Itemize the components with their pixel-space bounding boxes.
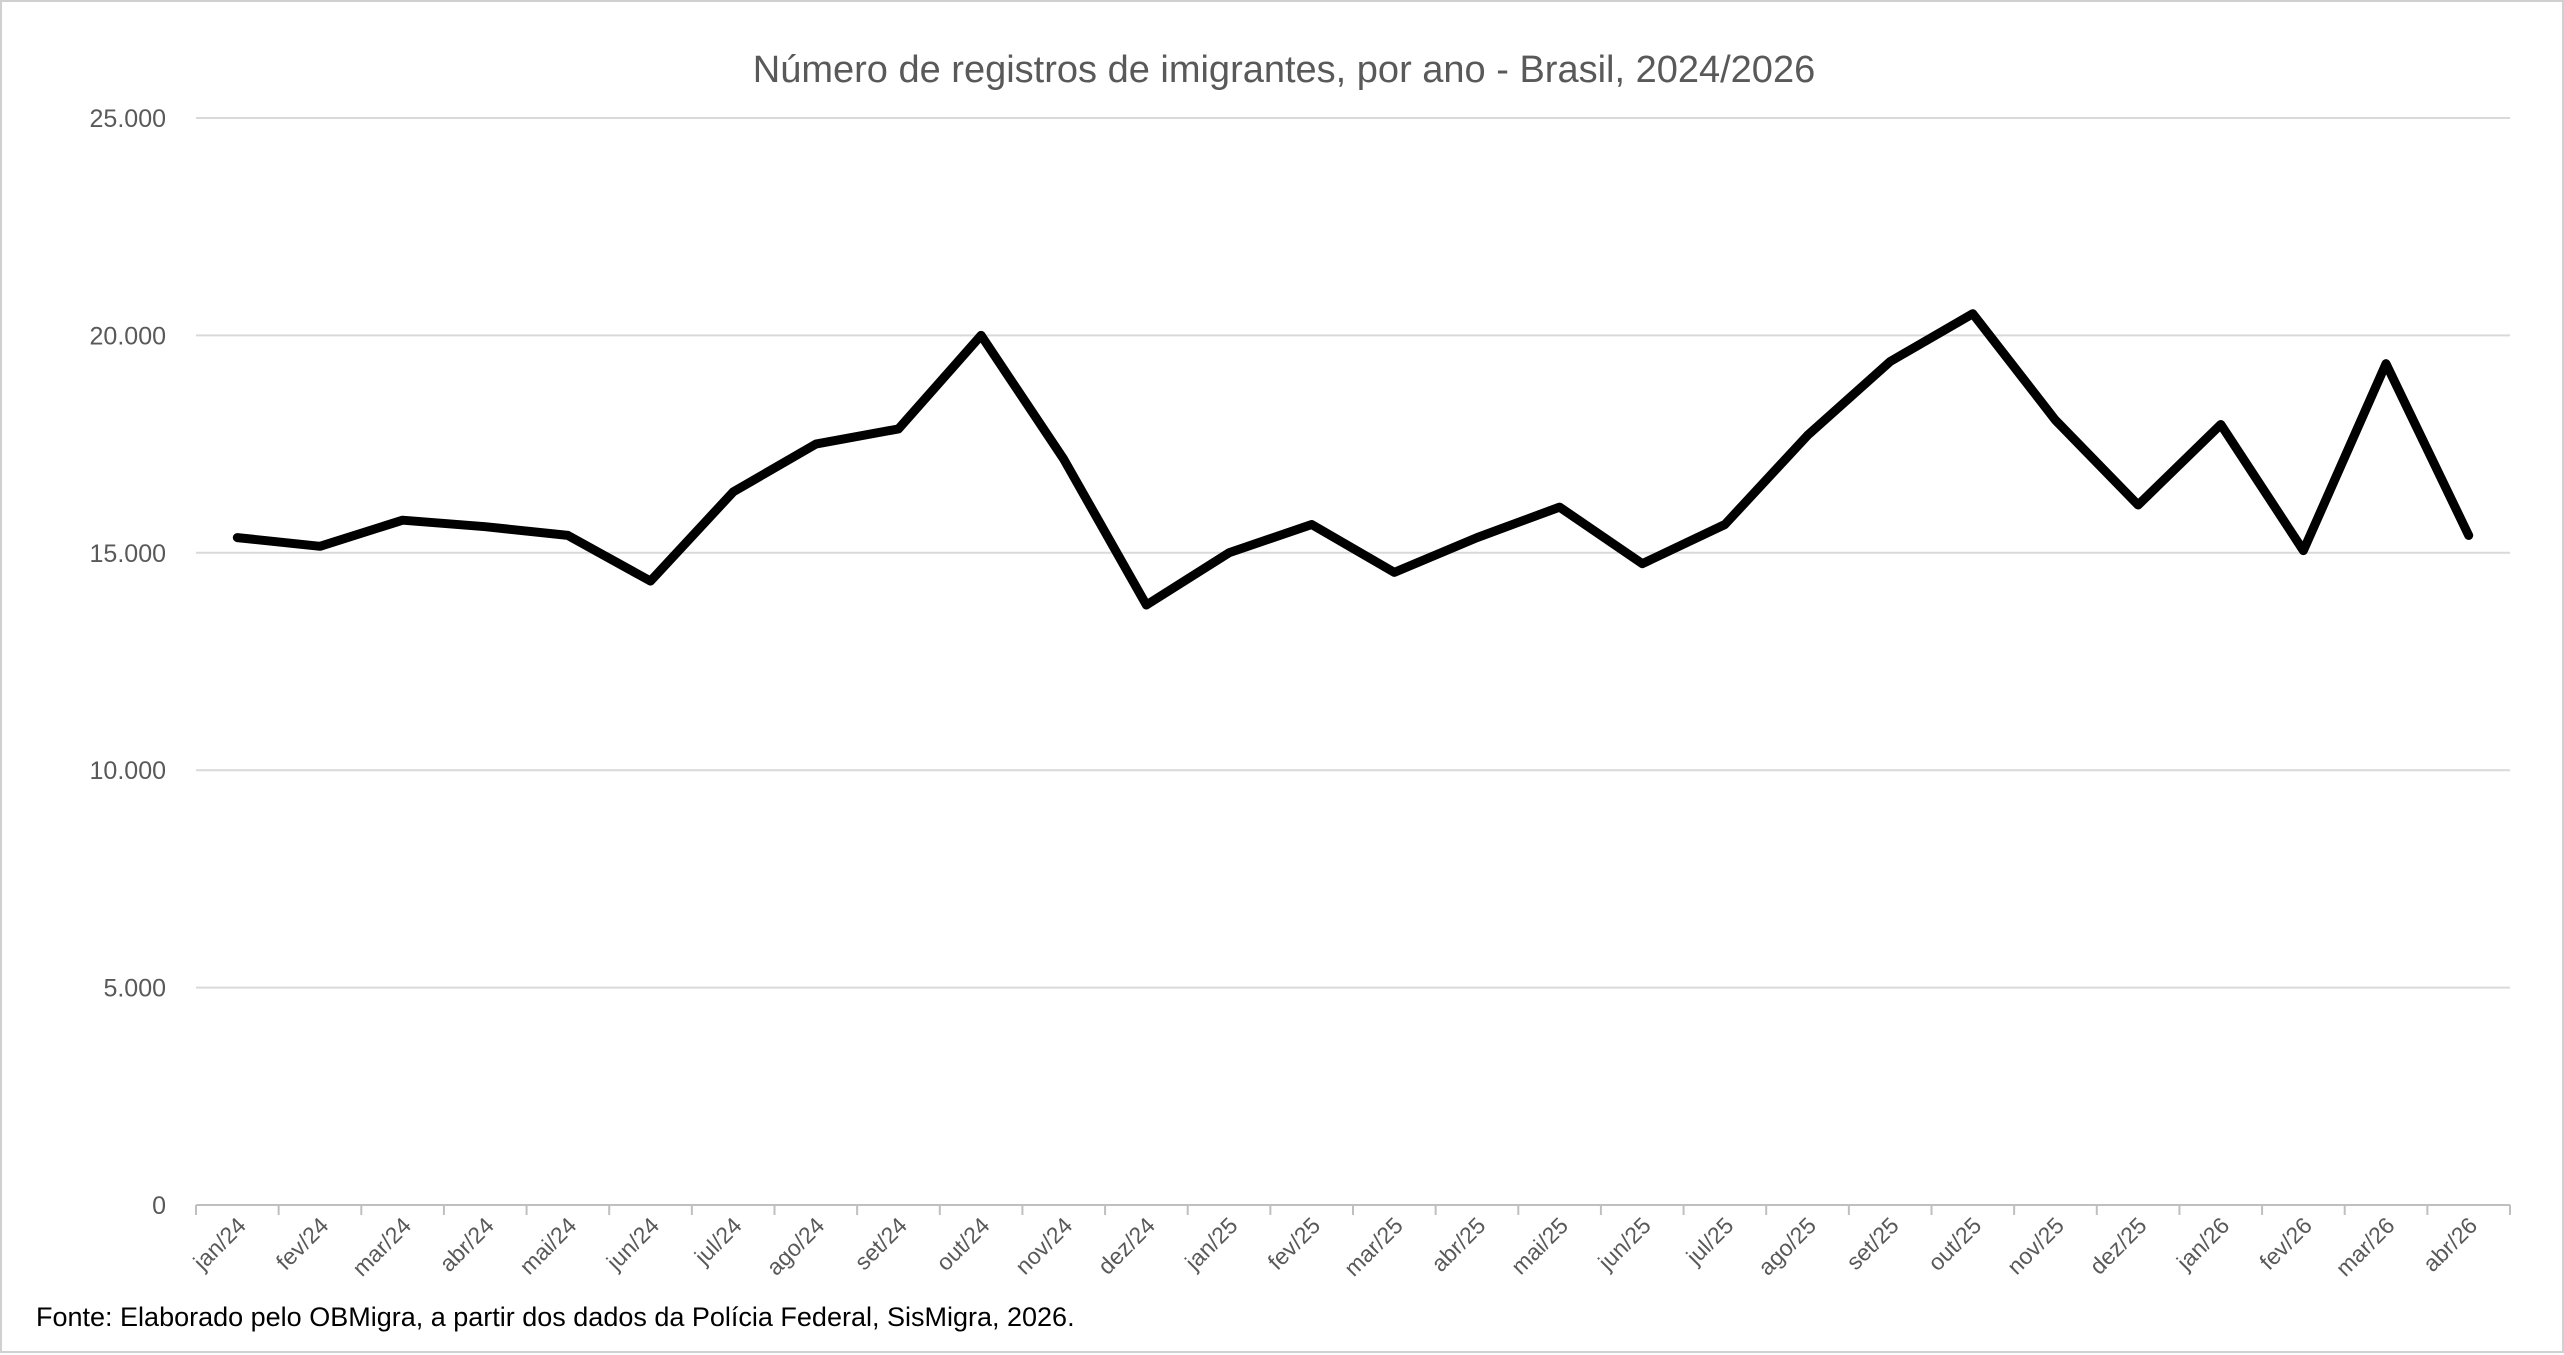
data-point	[1636, 558, 1648, 570]
data-point	[479, 521, 491, 533]
data-point	[231, 532, 243, 544]
x-tick-label: jun/25	[1592, 1212, 1655, 1275]
x-tick-label: mai/24	[514, 1212, 581, 1279]
data-point	[1554, 501, 1566, 513]
data-point	[645, 575, 657, 587]
data-point	[1140, 599, 1152, 611]
y-tick-label: 25.000	[90, 105, 166, 133]
series-line	[232, 309, 2474, 610]
x-tick-label: set/25	[1841, 1212, 1904, 1275]
data-point	[810, 438, 822, 450]
x-tick-label: out/25	[1923, 1212, 1987, 1276]
y-tick-label: 5.000	[103, 975, 166, 1003]
data-point	[2049, 414, 2061, 426]
x-tick-label: set/24	[849, 1212, 912, 1275]
data-point	[1388, 566, 1400, 578]
x-tick-label: jan/25	[1179, 1212, 1242, 1275]
data-point	[2132, 499, 2144, 511]
data-point	[1967, 308, 1979, 320]
x-tick-label: fev/26	[2254, 1212, 2317, 1275]
x-tick-label: dez/24	[1093, 1212, 1160, 1279]
x-tick-label: jul/25	[1680, 1212, 1738, 1270]
x-tick-label: jun/24	[601, 1212, 665, 1276]
x-tick-label: mar/26	[2331, 1212, 2400, 1281]
y-tick-label: 15.000	[90, 540, 166, 568]
data-point	[1884, 355, 1896, 367]
x-axis-tick-labels: jan/24 fev/24 mar/24 abr/24 mai/24 jun/24 jul/…	[187, 1212, 2482, 1281]
data-point	[2463, 529, 2475, 541]
source-note: Fonte: Elaborado pelo OBMigra, a partir …	[36, 1302, 1075, 1332]
x-tick-label: ago/24	[761, 1212, 829, 1280]
data-point	[892, 423, 904, 435]
data-point	[2297, 545, 2309, 557]
data-point	[562, 529, 574, 541]
data-point	[1223, 547, 1235, 559]
x-tick-label: fev/25	[1263, 1212, 1326, 1275]
y-tick-label: 10.000	[90, 757, 166, 785]
data-point	[1058, 453, 1070, 465]
x-tick-label: ago/25	[1753, 1212, 1821, 1280]
data-point	[1471, 532, 1483, 544]
x-tick-label: fev/24	[271, 1212, 334, 1275]
x-tick-label: jan/24	[187, 1212, 251, 1276]
x-tick-label: mar/25	[1339, 1212, 1408, 1281]
data-point	[2215, 419, 2227, 431]
data-point	[397, 514, 409, 526]
data-point	[1802, 429, 1814, 441]
x-tick-label: jan/26	[2171, 1212, 2234, 1275]
x-tick-label: abr/24	[434, 1212, 499, 1277]
x-tick-label: mai/25	[1506, 1212, 1573, 1279]
x-tick-label: dez/25	[2084, 1212, 2151, 1279]
x-tick-label: nov/24	[1010, 1212, 1077, 1279]
x-tick-label: jul/24	[689, 1212, 747, 1270]
data-point	[2380, 358, 2392, 370]
chart-title: Número de registros de imigrantes, por a…	[753, 49, 1815, 91]
y-tick-label: 20.000	[90, 322, 166, 350]
x-tick-label: nov/25	[2002, 1212, 2069, 1279]
data-point	[975, 329, 987, 341]
data-point	[727, 486, 739, 498]
x-tick-label: out/24	[931, 1212, 995, 1276]
y-axis-tick-labels: 0 5.000 10.000 15.000 20.000 25.000	[90, 105, 166, 1220]
data-point	[314, 540, 326, 552]
y-tick-label: 0	[152, 1192, 166, 1220]
x-tick-label: mar/24	[347, 1212, 416, 1281]
data-point	[1306, 519, 1318, 531]
data-point	[1719, 519, 1731, 531]
series-group	[231, 308, 2475, 611]
x-tick-label: abr/26	[2418, 1212, 2483, 1277]
x-tick-label: abr/25	[1426, 1212, 1491, 1277]
x-axis	[195, 1204, 2511, 1215]
